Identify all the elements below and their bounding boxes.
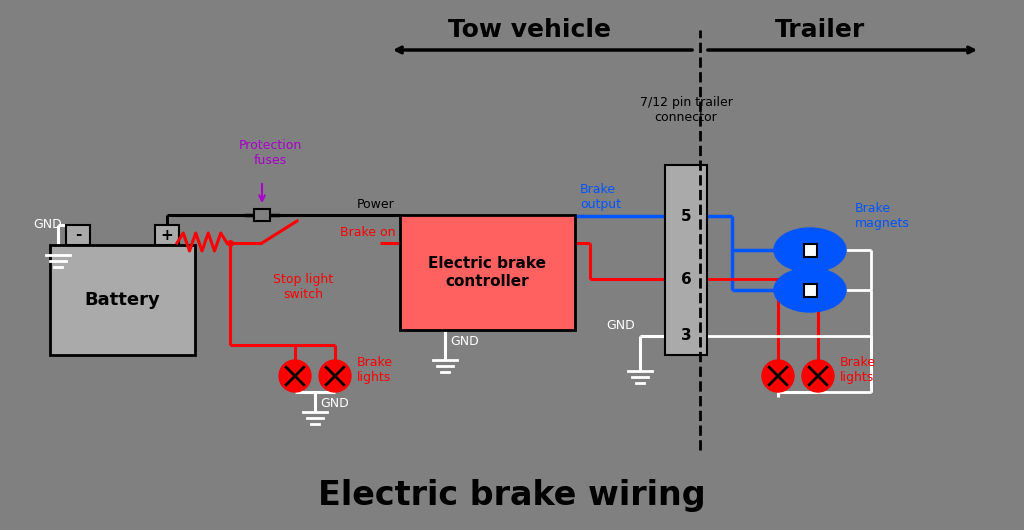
Bar — [50, 245, 195, 355]
Circle shape — [319, 360, 351, 392]
Bar — [665, 165, 707, 355]
Text: Brake on: Brake on — [340, 226, 395, 239]
Ellipse shape — [774, 268, 846, 312]
Bar — [804, 284, 816, 296]
Text: Brake
output: Brake output — [580, 183, 621, 211]
Text: Brake
lights: Brake lights — [357, 356, 393, 384]
Text: GND: GND — [450, 335, 479, 348]
Circle shape — [802, 360, 834, 392]
Bar — [254, 209, 270, 220]
Text: GND: GND — [606, 319, 635, 332]
Text: Power: Power — [357, 198, 395, 211]
Text: Tow vehicle: Tow vehicle — [449, 18, 611, 42]
Text: GND: GND — [319, 397, 349, 410]
Text: 5: 5 — [681, 209, 691, 224]
Bar — [804, 243, 816, 257]
Text: 7/12 pin trailer
connector: 7/12 pin trailer connector — [640, 96, 732, 124]
Text: Electric brake wiring: Electric brake wiring — [318, 479, 706, 512]
Text: +: + — [161, 227, 173, 243]
Ellipse shape — [774, 228, 846, 272]
Circle shape — [279, 360, 311, 392]
Bar — [155, 225, 179, 245]
Text: Brake
lights: Brake lights — [840, 356, 876, 384]
Text: Electric brake
controller: Electric brake controller — [428, 257, 547, 289]
Circle shape — [762, 360, 794, 392]
Text: -: - — [75, 227, 81, 243]
Text: Trailer: Trailer — [775, 18, 865, 42]
Bar — [66, 225, 90, 245]
Text: Battery: Battery — [85, 291, 161, 309]
Text: Stop light
switch: Stop light switch — [273, 273, 333, 301]
Text: 3: 3 — [681, 329, 691, 343]
Text: Brake
magnets: Brake magnets — [855, 202, 910, 230]
Bar — [400, 215, 575, 330]
Text: 6: 6 — [681, 271, 691, 287]
Text: GND: GND — [33, 218, 61, 232]
Text: Protection
fuses: Protection fuses — [239, 139, 302, 167]
